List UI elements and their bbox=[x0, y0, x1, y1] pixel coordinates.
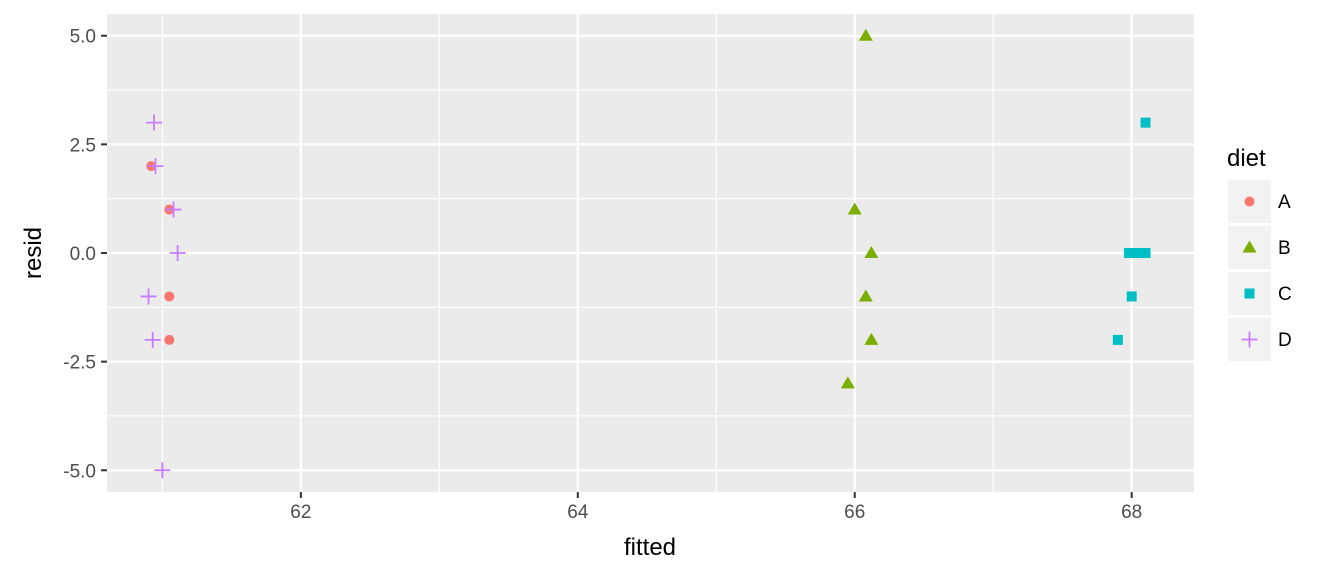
point-D bbox=[146, 114, 163, 131]
point-C bbox=[1126, 291, 1137, 302]
legend-title: diet bbox=[1227, 145, 1266, 172]
y-tick-label: 2.5 bbox=[70, 135, 96, 156]
point-D bbox=[147, 158, 164, 175]
x-tick-label: 64 bbox=[567, 502, 589, 523]
legend-symbol-A bbox=[1244, 196, 1255, 207]
data-points bbox=[140, 28, 1151, 479]
point-C bbox=[1140, 248, 1151, 258]
point-C bbox=[1123, 248, 1134, 258]
point-D bbox=[140, 288, 157, 305]
point-B bbox=[858, 28, 873, 41]
y-axis: 5.0 2.5 0.0 -2.5 -5.0 bbox=[63, 27, 107, 482]
point-D bbox=[144, 331, 161, 348]
legend-symbol-B bbox=[1242, 240, 1257, 253]
legend-label-D: D bbox=[1278, 330, 1292, 351]
point-D bbox=[165, 201, 182, 218]
point-A bbox=[164, 291, 175, 302]
x-tick-label: 68 bbox=[1121, 502, 1142, 523]
point-B bbox=[858, 289, 873, 302]
point-D bbox=[169, 245, 186, 261]
point-B bbox=[864, 332, 879, 345]
point-B bbox=[840, 376, 855, 389]
legend-symbol-D bbox=[1241, 331, 1258, 348]
legend: diet A B C D bbox=[1227, 145, 1292, 361]
y-axis-title: resid bbox=[20, 227, 47, 279]
major-gridlines bbox=[107, 14, 1194, 492]
x-axis: 62 64 66 68 bbox=[290, 492, 1142, 523]
y-tick-label: 5.0 bbox=[70, 27, 96, 48]
legend-label-A: A bbox=[1278, 192, 1291, 213]
x-tick-label: 62 bbox=[290, 502, 311, 523]
point-A bbox=[164, 334, 175, 345]
point-C bbox=[1132, 248, 1143, 258]
legend-label-B: B bbox=[1278, 238, 1291, 259]
legend-symbol-C bbox=[1244, 288, 1255, 299]
point-B bbox=[864, 246, 879, 258]
x-tick-label: 66 bbox=[844, 502, 865, 523]
point-C bbox=[1112, 334, 1123, 345]
legend-label-C: C bbox=[1278, 284, 1292, 305]
y-tick-label: 0.0 bbox=[70, 244, 96, 265]
point-D bbox=[154, 462, 171, 479]
y-tick-label: -5.0 bbox=[63, 461, 96, 482]
point-B bbox=[847, 202, 862, 215]
y-tick-label: -2.5 bbox=[63, 353, 96, 374]
x-axis-title: fitted bbox=[624, 534, 676, 561]
point-C bbox=[1140, 117, 1151, 128]
